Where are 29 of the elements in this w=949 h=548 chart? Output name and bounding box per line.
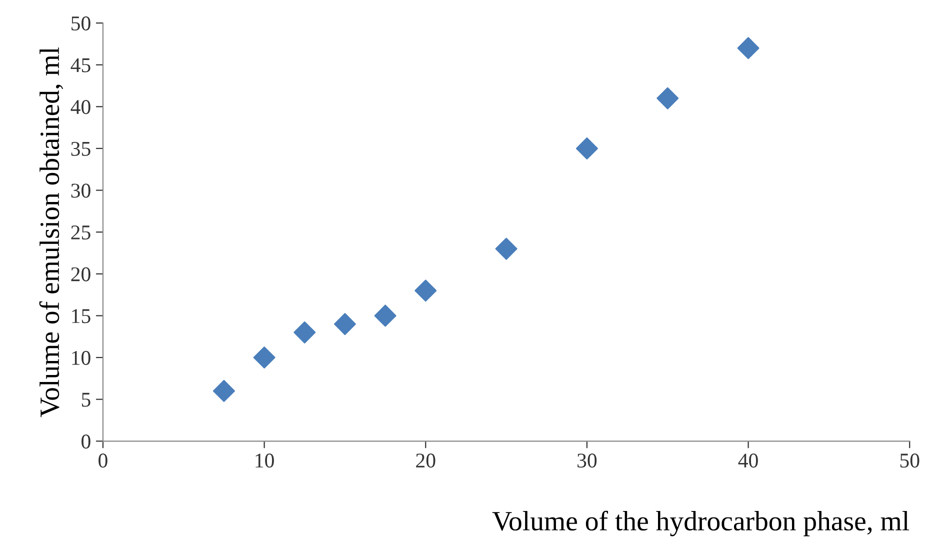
point [495, 238, 518, 260]
y-axis-title: Volume of emulsion obtained, ml [39, 47, 64, 418]
x-tick-label: 0 [98, 454, 108, 468]
y-tick-label: 30 [71, 184, 90, 198]
x-axis-title: Volume of the hydrocarbon phase, ml [492, 510, 910, 536]
y-tick-label: 10 [72, 350, 90, 365]
point [374, 304, 396, 327]
point [253, 346, 276, 369]
y-tick-label: 35 [71, 142, 90, 156]
y-tick-label: 20 [71, 267, 90, 282]
y-tick-label: 45 [70, 58, 90, 72]
x-tick-label: 40 [738, 454, 758, 468]
y-tick-label: 50 [72, 16, 90, 30]
point [737, 37, 760, 60]
x-tick-label: 10 [256, 454, 274, 468]
y-tick-label: 15 [72, 309, 90, 324]
point [334, 313, 356, 336]
point [656, 87, 679, 110]
point [294, 321, 316, 344]
y-tick-label: 25 [71, 226, 90, 240]
point [414, 280, 437, 302]
y-tick-label: 5 [82, 392, 90, 407]
y-tick-label: 0 [82, 434, 90, 449]
point [576, 137, 598, 160]
y-tick-label: 40 [70, 100, 90, 114]
point [212, 380, 235, 402]
x-tick-label: 50 [900, 454, 920, 468]
x-tick-label: 30 [578, 454, 597, 468]
x-tick-label: 20 [416, 454, 436, 468]
